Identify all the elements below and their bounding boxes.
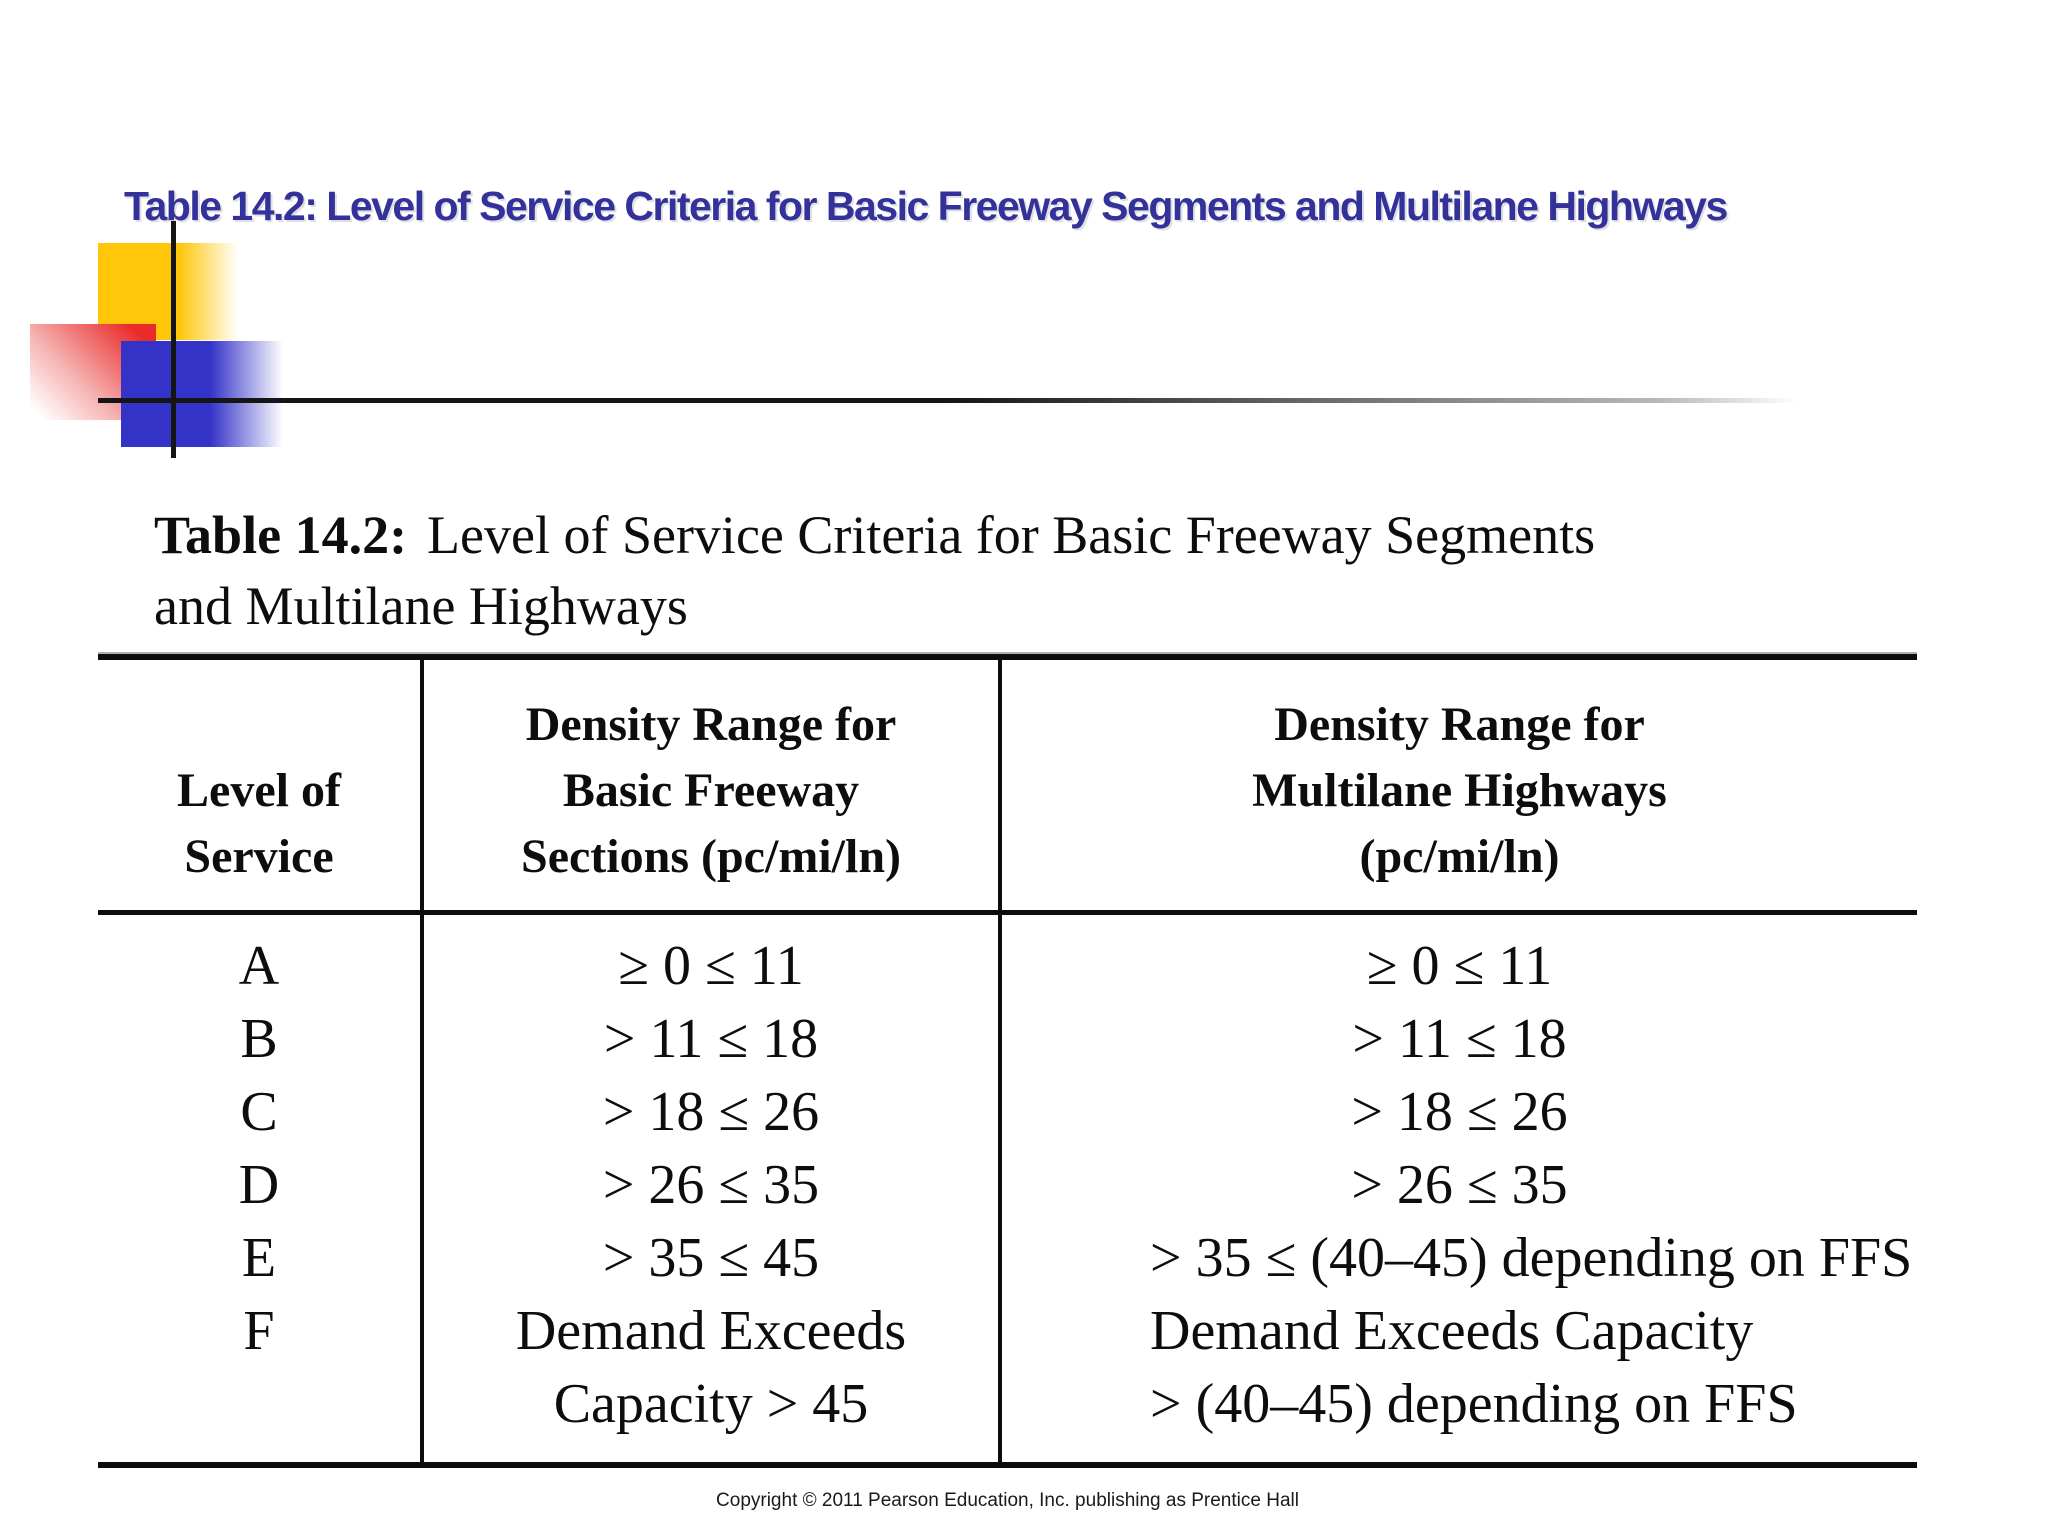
density-cell: > 18 ≤ 26 [1351,1081,1568,1143]
density-cell: > 26 ≤ 35 [1351,1154,1568,1216]
column-header-multilane-highways: Density Range for Multilane Highways (pc… [1002,692,1917,890]
los-cell: A [238,935,280,997]
level-of-service-table: Level of Service Density Range for Basic… [98,652,1917,1468]
header-line: Multilane Highways [1252,764,1667,817]
copyright-notice: Copyright © 2011 Pearson Education, Inc.… [716,1490,1299,1511]
column-header-basic-freeway: Density Range for Basic Freeway Sections… [424,692,998,890]
density-cell: > 35 ≤ (40–45) depending on FFS [1150,1227,1913,1289]
decoration-yellow-square [98,243,238,340]
header-line: Level of [177,764,341,817]
density-cell: ≥ 0 ≤ 11 [618,935,804,997]
table-caption-number: Table 14.2: [154,505,408,565]
density-cell: > 11 ≤ 18 [1352,1008,1567,1070]
header-line: Sections (pc/mi/ln) [521,830,901,883]
density-cell: > 18 ≤ 26 [602,1081,820,1143]
table-caption-text-line2: and Multilane Highways [154,576,688,636]
table-caption-text-line1: Level of Service Criteria for Basic Free… [427,505,1596,565]
decoration-horizontal-line [98,398,1798,403]
los-cell: B [240,1008,278,1070]
density-cell: > 11 ≤ 18 [603,1008,819,1070]
header-line: Basic Freeway [562,764,860,817]
density-cell: > 35 ≤ 45 [602,1227,820,1289]
header-line: Service [184,830,334,883]
column-multilane-highway-density: ≥ 0 ≤ 11 > 11 ≤ 18 > 18 ≤ 26 > 26 ≤ 35 >… [1002,930,1917,1441]
los-cell: C [240,1081,278,1143]
table-caption: Table 14.2: Level of Service Criteria for… [154,500,1834,642]
density-cell: > (40–45) depending on FFS [1150,1373,1798,1435]
decoration-vertical-line [171,221,176,458]
table-bottom-rule [98,1462,1917,1468]
los-cell: D [238,1154,280,1216]
los-cell: E [241,1227,277,1289]
density-cell: Capacity > 45 [553,1373,869,1435]
decoration-blue-square [121,341,283,447]
table-column-divider-2 [998,654,1002,1468]
los-cell: F [243,1300,275,1362]
table-header-rule [98,910,1917,915]
column-level-of-service: A B C D E F [98,930,420,1368]
density-cell: Demand Exceeds Capacity [1150,1300,1754,1362]
density-cell: ≥ 0 ≤ 11 [1366,935,1553,997]
column-header-level-of-service: Level of Service [98,758,420,890]
header-line: Density Range for [525,698,897,751]
density-cell: Demand Exceeds [515,1300,907,1362]
slide-title: Table 14.2: Level of Service Criteria fo… [124,183,1728,229]
table-column-divider-1 [420,654,424,1468]
column-basic-freeway-density: ≥ 0 ≤ 11 > 11 ≤ 18 > 18 ≤ 26 > 26 ≤ 35 >… [424,930,998,1441]
header-line: Density Range for [1274,698,1645,751]
header-line: (pc/mi/ln) [1359,830,1560,883]
table-top-rule [98,652,1917,660]
density-cell: > 26 ≤ 35 [602,1154,820,1216]
